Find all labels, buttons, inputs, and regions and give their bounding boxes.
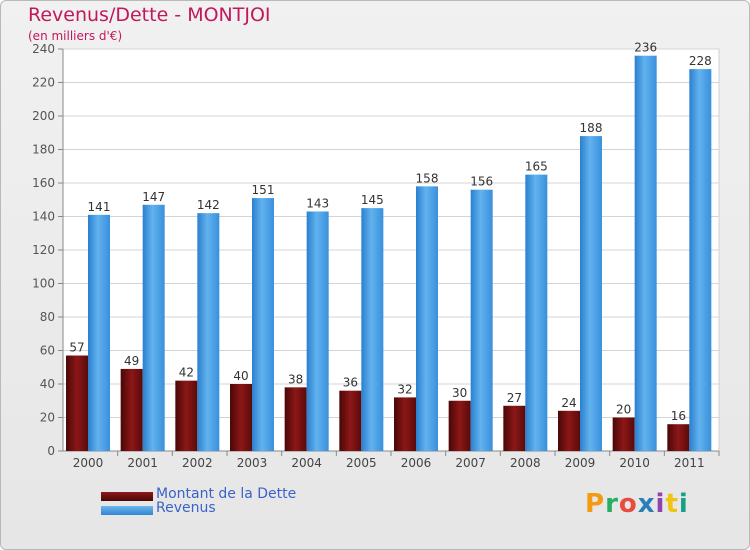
data-label-dette: 20 <box>616 403 631 417</box>
data-label-revenus: 156 <box>470 175 493 189</box>
y-tick-label: 200 <box>32 109 55 123</box>
data-label-dette: 32 <box>397 382 412 396</box>
data-label-dette: 24 <box>561 396 576 410</box>
bar-revenus <box>361 208 384 451</box>
data-label-revenus: 145 <box>361 193 384 207</box>
chart-title: Revenus/Dette - MONTJOI <box>28 4 271 26</box>
x-tick-label: 2000 <box>73 456 104 470</box>
data-label-dette: 16 <box>671 409 686 423</box>
data-label-revenus: 165 <box>525 160 548 174</box>
legend-label-revenus: Revenus <box>156 500 216 516</box>
data-label-revenus: 141 <box>88 200 111 214</box>
legend-label-dette: Montant de la Dette <box>156 486 297 502</box>
bar-revenus <box>197 213 220 451</box>
x-tick-label: 2001 <box>127 456 158 470</box>
data-label-revenus: 143 <box>306 196 329 210</box>
logo-letter: x <box>637 489 656 519</box>
bar-revenus <box>525 174 548 451</box>
x-tick-label: 2011 <box>674 456 705 470</box>
data-label-revenus: 142 <box>197 198 220 212</box>
logo-letter: i <box>678 489 689 519</box>
logo-letter: o <box>618 489 638 519</box>
x-tick-label: 2008 <box>510 456 541 470</box>
data-label-revenus: 151 <box>252 183 275 197</box>
data-label-dette: 30 <box>452 386 467 400</box>
proxiti-logo: Proxiti <box>585 489 689 519</box>
data-label-dette: 38 <box>288 372 303 386</box>
y-tick-label: 40 <box>40 377 55 391</box>
data-label-revenus: 147 <box>142 190 165 204</box>
bar-revenus <box>470 189 493 451</box>
bar-dette <box>66 355 88 451</box>
y-tick-label: 80 <box>40 310 55 324</box>
bar-dette <box>612 417 635 451</box>
logo-letter: i <box>655 489 666 519</box>
x-tick-label: 2002 <box>182 456 213 470</box>
x-tick-label: 2009 <box>565 456 596 470</box>
bar-revenus <box>142 204 165 451</box>
bar-revenus <box>580 136 602 451</box>
x-tick-label: 2004 <box>291 456 322 470</box>
y-tick-label: 220 <box>32 76 55 90</box>
x-tick-label: 2005 <box>346 456 377 470</box>
y-tick-label: 120 <box>32 243 55 257</box>
bar-dette <box>667 424 690 451</box>
bar-revenus <box>416 186 438 451</box>
y-tick-label: 180 <box>32 143 55 157</box>
bar-dette <box>230 384 252 451</box>
bar-dette <box>448 400 471 451</box>
y-tick-label: 100 <box>32 277 55 291</box>
bar-dette <box>284 387 307 451</box>
data-label-dette: 42 <box>179 366 194 380</box>
data-label-dette: 27 <box>507 391 522 405</box>
bar-dette <box>394 397 416 451</box>
y-tick-label: 160 <box>32 176 55 190</box>
logo-letter: P <box>585 489 606 519</box>
legend-swatch-dette <box>101 492 153 501</box>
x-tick-label: 2006 <box>401 456 432 470</box>
y-tick-label: 240 <box>32 42 55 56</box>
x-tick-label: 2010 <box>619 456 650 470</box>
bar-revenus <box>634 55 657 451</box>
chart-subtitle: (en milliers d'€) <box>28 29 123 43</box>
data-label-dette: 40 <box>233 369 248 383</box>
legend-swatch-revenus <box>101 506 153 515</box>
data-label-revenus: 158 <box>416 171 439 185</box>
logo-letter: t <box>665 489 679 519</box>
y-tick-label: 140 <box>32 210 55 224</box>
data-label-revenus: 236 <box>634 41 657 55</box>
data-label-dette: 57 <box>69 341 84 355</box>
bar-revenus <box>306 211 329 451</box>
bar-dette <box>175 380 198 451</box>
bar-dette <box>503 405 526 451</box>
bar-revenus <box>689 69 712 451</box>
y-tick-label: 60 <box>40 344 55 358</box>
bar-revenus <box>252 198 274 451</box>
y-tick-label: 0 <box>47 444 55 458</box>
data-label-dette: 36 <box>343 376 358 390</box>
y-tick-label: 20 <box>40 411 55 425</box>
data-label-dette: 49 <box>124 354 139 368</box>
data-label-revenus: 188 <box>580 121 603 135</box>
bar-dette <box>339 390 362 451</box>
bar-dette <box>120 368 143 451</box>
x-tick-label: 2007 <box>455 456 486 470</box>
logo-letter: r <box>605 489 619 519</box>
data-label-revenus: 228 <box>689 54 712 68</box>
x-tick-label: 2003 <box>237 456 268 470</box>
bar-revenus <box>88 214 110 451</box>
bar-dette <box>558 410 580 451</box>
